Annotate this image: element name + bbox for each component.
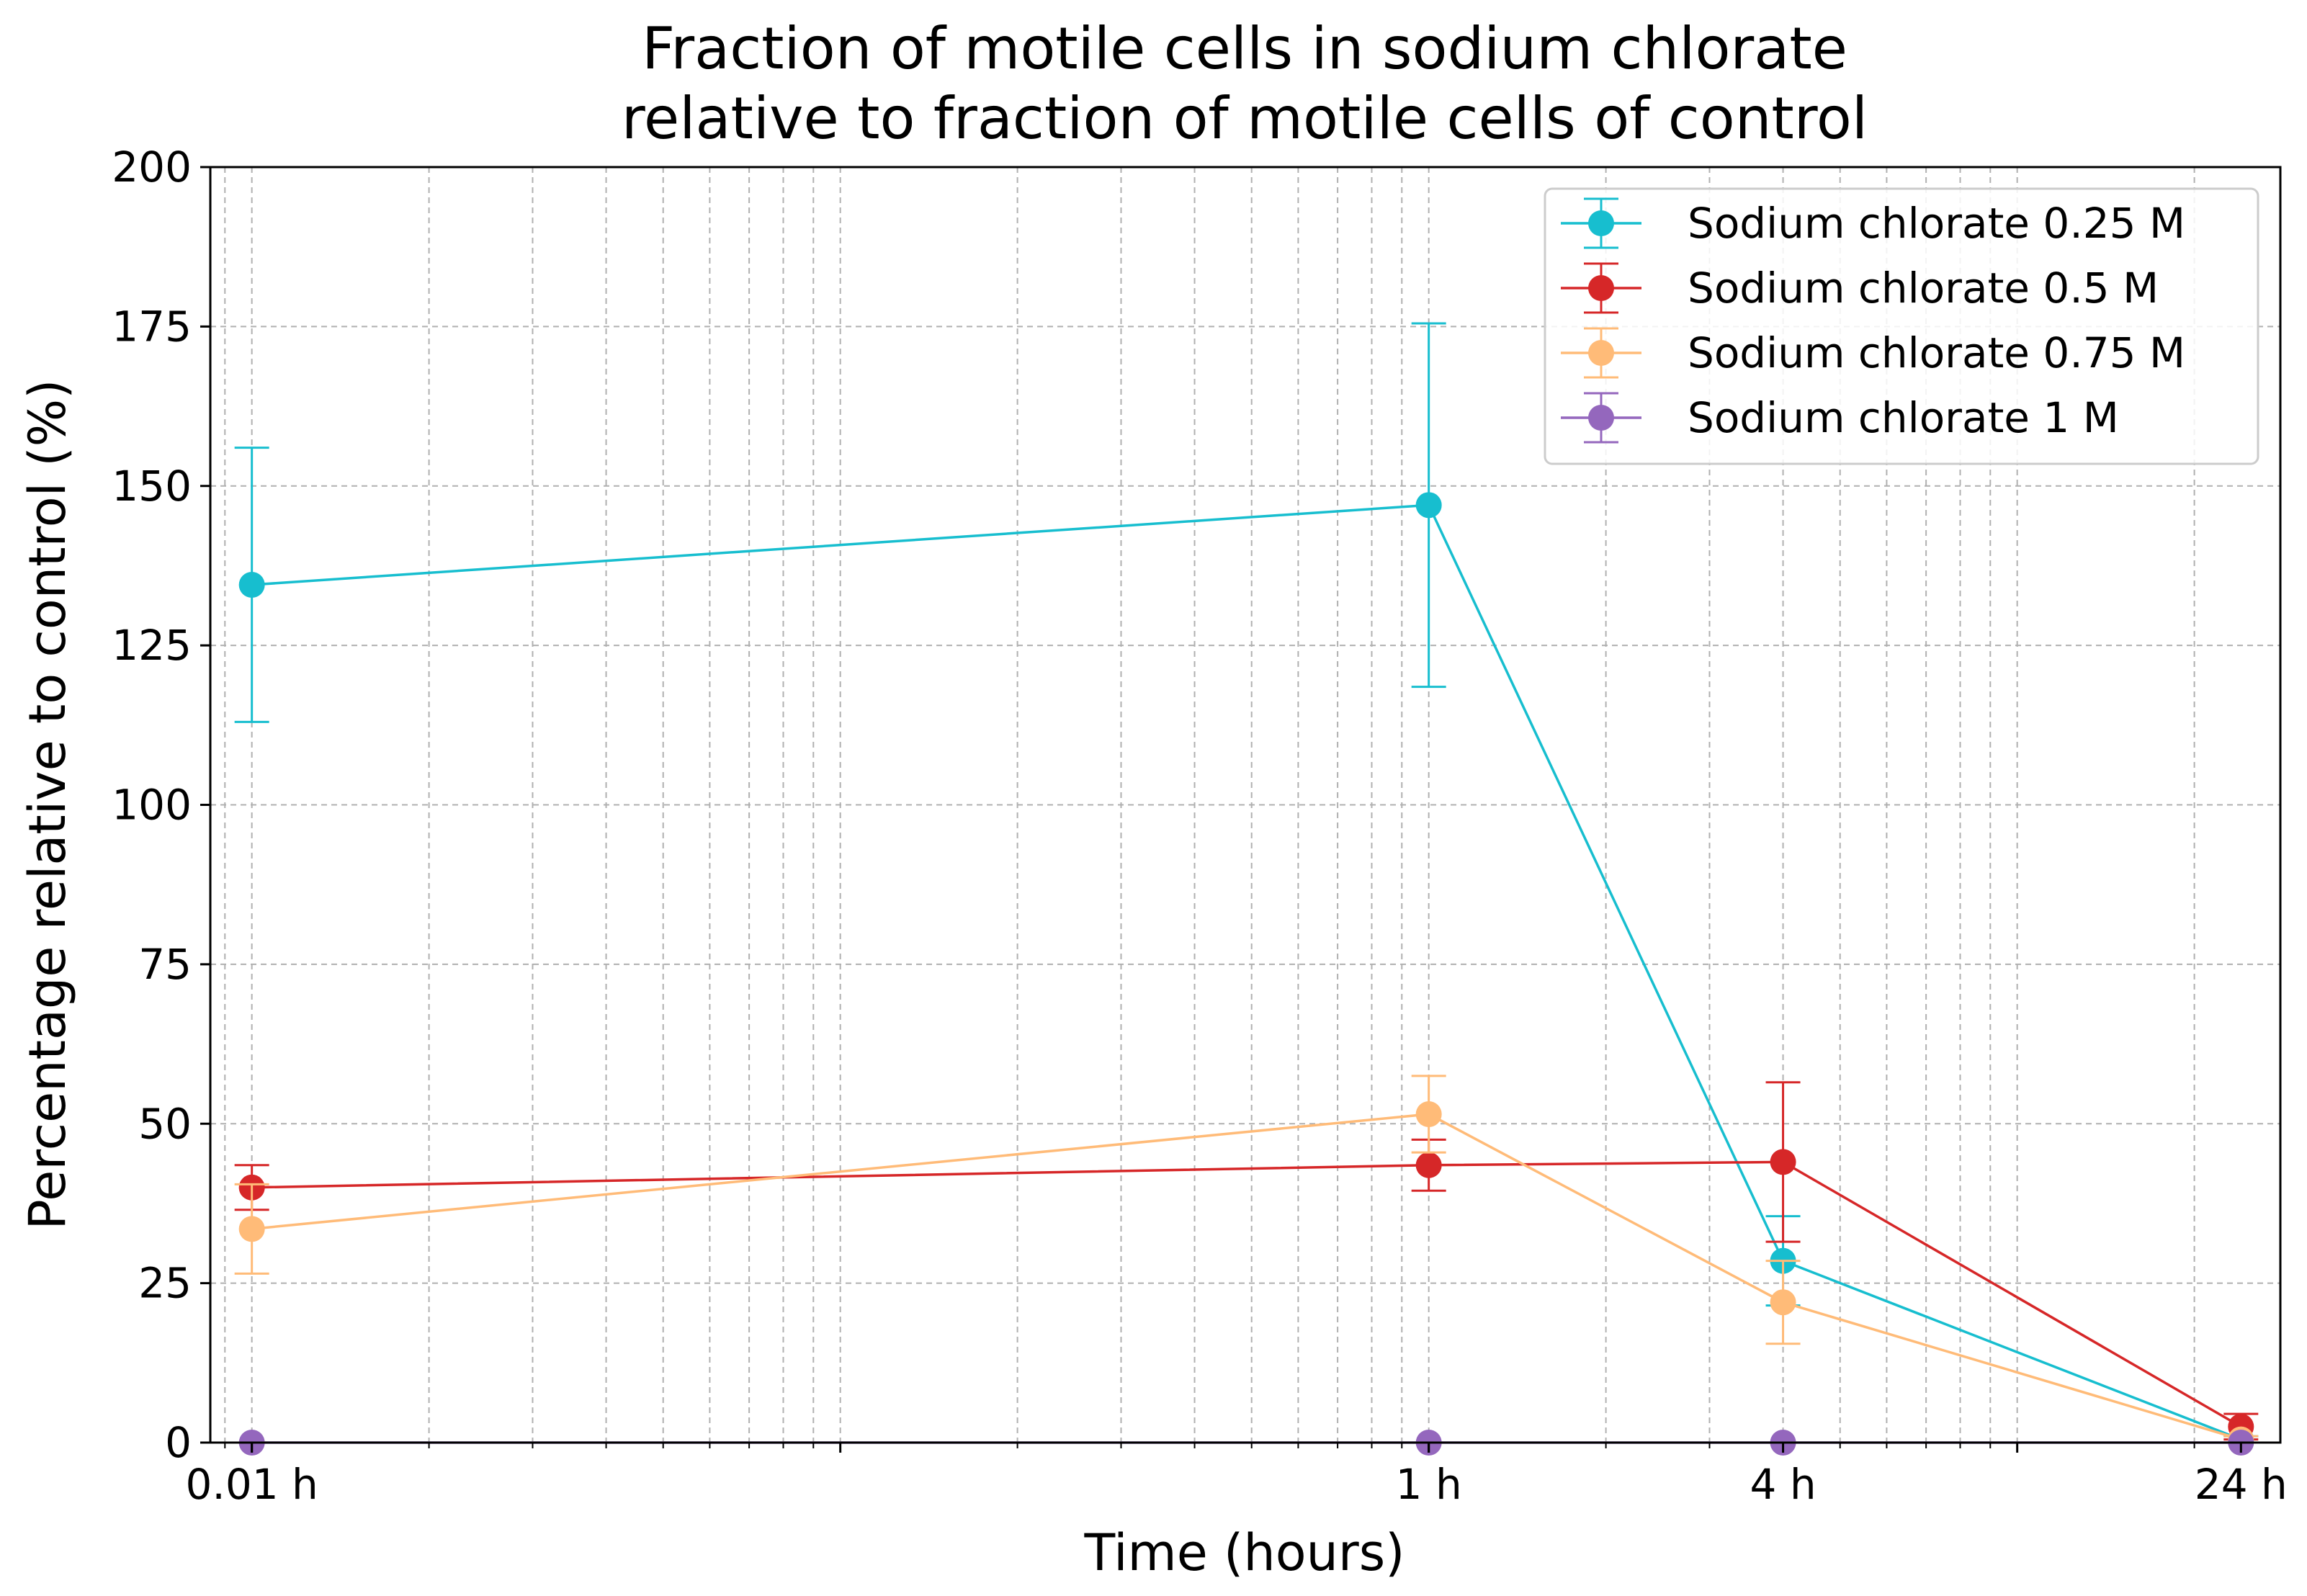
y-tick-label: 50 xyxy=(138,1099,192,1148)
legend-label: Sodium chlorate 1 M xyxy=(1688,393,2119,442)
legend-entry: Sodium chlorate 1 M xyxy=(1561,392,2119,444)
legend: Sodium chlorate 0.25 M Sodium chlorate 0.… xyxy=(1544,187,2259,465)
legend-marker xyxy=(1588,275,1614,301)
legend-box xyxy=(1544,187,2259,465)
series-line xyxy=(251,1160,2242,1428)
data-point xyxy=(1415,1152,1442,1178)
legend-marker xyxy=(1588,340,1614,366)
data-point xyxy=(238,1216,265,1242)
y-tick-label: 200 xyxy=(112,143,192,192)
y-tick-label: 0 xyxy=(165,1418,192,1467)
y-axis-label: Percentage relative to control (%) xyxy=(18,380,77,1230)
series-1 xyxy=(234,322,2259,1453)
data-point xyxy=(1770,1289,1796,1316)
y-tick-label: 25 xyxy=(138,1259,192,1308)
data-point xyxy=(238,572,265,598)
y-tick-label: 125 xyxy=(112,621,192,670)
x-tick-label: 0.01 h xyxy=(185,1460,318,1509)
legend-entry: Sodium chlorate 0.25 M xyxy=(1561,197,2185,249)
x-tick-label: 4 h xyxy=(1750,1460,1816,1509)
legend-entry: Sodium chlorate 0.75 M xyxy=(1561,327,2185,379)
legend-entry: Sodium chlorate 0.5 M xyxy=(1561,262,2159,314)
legend-label: Sodium chlorate 0.75 M xyxy=(1688,328,2185,377)
y-tick-label: 150 xyxy=(112,462,192,511)
legend-label: Sodium chlorate 0.5 M xyxy=(1688,264,2159,313)
chart-title-line-1: Fraction of motile cells in sodium chlor… xyxy=(642,15,1847,82)
legend-marker xyxy=(1588,405,1614,431)
series-line xyxy=(251,503,2241,1441)
tick-layer: 0 25 50 75 100 125 150 175 200 0.01 h 1 h 4 h 24 h xyxy=(112,143,2288,1509)
chart-title-line-2: relative to fraction of motile cells of … xyxy=(622,85,1868,152)
legend-marker xyxy=(1588,210,1614,236)
data-point xyxy=(1415,1100,1442,1127)
data-point xyxy=(1415,492,1442,519)
y-tick-label: 100 xyxy=(112,781,192,830)
y-tick-label: 75 xyxy=(138,940,192,989)
x-tick-label: 24 h xyxy=(2195,1460,2288,1509)
x-tick-label: 1 h xyxy=(1396,1460,1462,1509)
y-tick-label: 175 xyxy=(112,302,192,351)
legend-label: Sodium chlorate 0.25 M xyxy=(1688,199,2185,248)
series-line xyxy=(251,1113,2241,1441)
data-point xyxy=(1770,1149,1796,1175)
x-axis-label: Time (hours) xyxy=(1084,1523,1405,1582)
